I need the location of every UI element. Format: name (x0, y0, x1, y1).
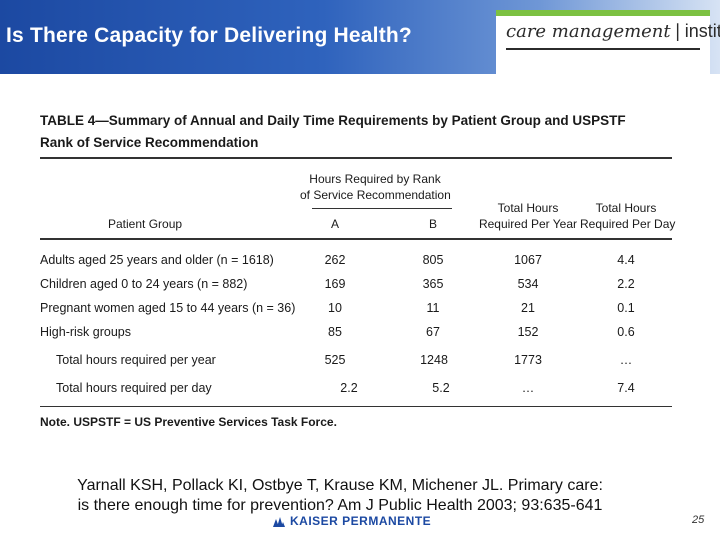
row-day: 4.4 (617, 253, 635, 267)
logo-text: care management|institute (506, 21, 720, 42)
row-a: 169 (324, 277, 346, 291)
kaiser-permanente-logo: KAISER PERMANENTE (272, 514, 431, 528)
table-title-line-1: TABLE 4—Summary of Annual and Daily Time… (40, 113, 626, 128)
row-group: Pregnant women aged 15 to 44 years (n = … (40, 301, 296, 315)
row-group: High-risk groups (40, 325, 132, 339)
row-b: 11 (426, 301, 440, 315)
row-year: 21 (521, 301, 535, 315)
total-label: Total hours required per year (56, 353, 216, 367)
col-header-b: B (428, 217, 437, 231)
col-header-year-line-1: Total Hours (497, 201, 559, 215)
row-b: 365 (422, 277, 444, 291)
scanned-table: TABLE 4—Summary of Annual and Daily Time… (30, 100, 680, 435)
row-a: 262 (324, 253, 346, 267)
row-b: 67 (426, 325, 440, 339)
col-header-day-line-2: Required Per Day (580, 217, 676, 231)
citation: Yarnall KSH, Pollack KI, Ostbye T, Kraus… (20, 476, 660, 516)
row-year: 152 (517, 325, 539, 339)
kaiser-permanente-symbol-icon (273, 516, 285, 527)
col-header-day: Total Hours Required Per Day (580, 200, 676, 232)
header-group: Hours Required by Rank of Service Recomm… (300, 171, 451, 203)
logo-text-right: institute (684, 21, 720, 41)
total-a: 525 (324, 353, 346, 367)
row-year: 534 (517, 277, 539, 291)
table-top-rule (40, 157, 672, 159)
row-day: 0.6 (617, 325, 635, 339)
row-a: 10 (328, 301, 342, 315)
total-b: 1248 (420, 353, 448, 367)
total-a: 2.2 (340, 381, 358, 395)
slide-title: Is There Capacity for Delivering Health? (6, 24, 412, 47)
header-group-rule (312, 208, 452, 209)
col-header-year-line-2: Required Per Year (478, 217, 578, 231)
header-bottom-rule (40, 238, 672, 240)
table-title-line-2: Rank of Service Recommendation (40, 135, 259, 150)
row-b: 805 (422, 253, 444, 267)
logo-underline (506, 48, 700, 50)
page-number: 25 (692, 514, 705, 526)
care-management-institute-logo: care management|institute (496, 10, 720, 74)
table-note: Note. USPSTF = US Preventive Services Ta… (40, 415, 337, 429)
header-group-line-1: Hours Required by Rank (309, 172, 441, 186)
table-title: TABLE 4—Summary of Annual and Daily Time… (40, 110, 680, 154)
col-header-a: A (330, 217, 339, 231)
logo-accent-bar (496, 10, 710, 16)
total-day: 7.4 (617, 381, 635, 395)
citation-line-1: Yarnall KSH, Pollack KI, Ostbye T, Kraus… (77, 477, 603, 494)
total-day: … (619, 353, 633, 367)
total-year: 1773 (514, 353, 542, 367)
row-group: Adults aged 25 years and older (n = 1618… (40, 253, 274, 267)
total-label: Total hours required per day (56, 381, 212, 395)
col-header-day-line-1: Total Hours (595, 201, 657, 215)
total-b: 5.2 (432, 381, 450, 395)
row-group: Children aged 0 to 24 years (n = 882) (40, 277, 248, 291)
logo-text-left: care management (506, 21, 671, 42)
total-year: … (521, 381, 535, 395)
row-day: 0.1 (617, 301, 635, 315)
row-day: 2.2 (617, 277, 635, 291)
table-bottom-rule (40, 406, 672, 407)
slide-header: Is There Capacity for Delivering Health?… (0, 0, 720, 74)
col-header-patient-group: Patient Group (108, 217, 183, 231)
header-group-line-2: of Service Recommendation (300, 188, 451, 202)
row-year: 1067 (514, 253, 542, 267)
logo-divider: | (674, 21, 681, 42)
row-a: 85 (328, 325, 342, 339)
kaiser-permanente-text: KAISER PERMANENTE (290, 514, 432, 528)
citation-line-2: is there enough time for prevention? Am … (77, 497, 603, 514)
col-header-year: Total Hours Required Per Year (478, 200, 578, 232)
